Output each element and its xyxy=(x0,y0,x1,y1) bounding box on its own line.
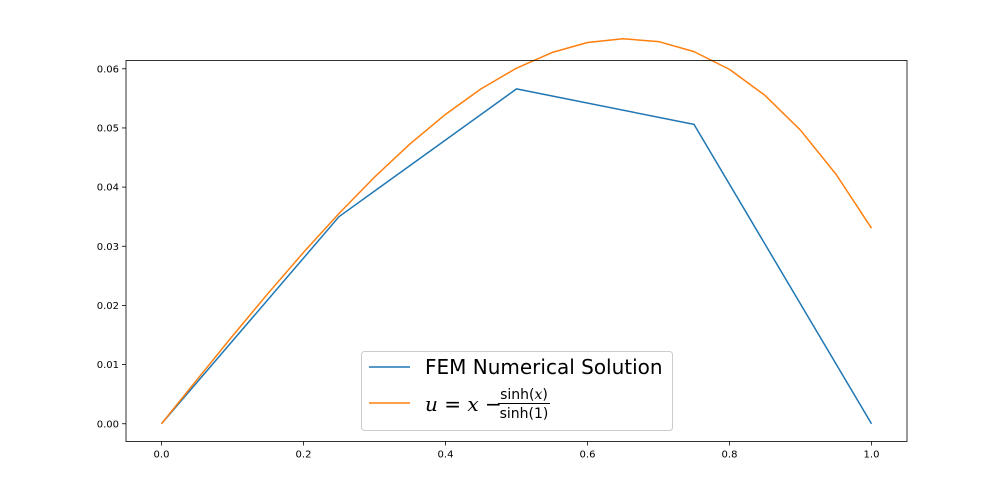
legend-label-analytic: u = x − sinh(x) sinh(1) xyxy=(425,387,550,422)
legend: FEM Numerical Solution u = x − sinh(x) s… xyxy=(361,351,673,431)
fraction-denominator: sinh(1) xyxy=(500,406,549,422)
y-axis: 0.00 0.01 0.02 0.03 0.04 0.05 0.06 xyxy=(97,64,126,430)
legend-label-fem: FEM Numerical Solution xyxy=(425,355,663,379)
math-u: u xyxy=(425,392,438,416)
legend-box xyxy=(361,351,673,431)
math-equals: = xyxy=(438,392,467,416)
y-tick-label: 0.05 xyxy=(97,123,119,134)
fraction-numerator: sinh(x) xyxy=(500,387,548,403)
x-tick-label: 0.0 xyxy=(154,450,170,461)
plot-frame xyxy=(125,60,908,442)
x-tick-label: 0.8 xyxy=(722,450,738,461)
svg-text:u = x −: u = x − xyxy=(425,392,502,416)
x-tick-label: 0.4 xyxy=(438,450,454,461)
y-tick-label: 0.02 xyxy=(97,301,119,312)
x-tick-label: 1.0 xyxy=(864,450,880,461)
y-tick-label: 0.00 xyxy=(97,419,119,430)
series-line-fem xyxy=(160,88,873,425)
series-layer xyxy=(160,37,873,425)
x-axis: 0.0 0.2 0.4 0.6 0.8 1.0 xyxy=(154,441,880,461)
y-tick-label: 0.01 xyxy=(97,360,119,371)
y-tick-label: 0.04 xyxy=(97,183,119,194)
math-minus: − xyxy=(479,392,502,416)
math-x: x xyxy=(467,392,478,416)
y-tick-label: 0.03 xyxy=(97,242,119,253)
series-line-analytic xyxy=(160,37,873,425)
y-tick-label: 0.06 xyxy=(97,64,119,75)
x-tick-label: 0.2 xyxy=(296,450,312,461)
x-tick-label: 0.6 xyxy=(580,450,596,461)
